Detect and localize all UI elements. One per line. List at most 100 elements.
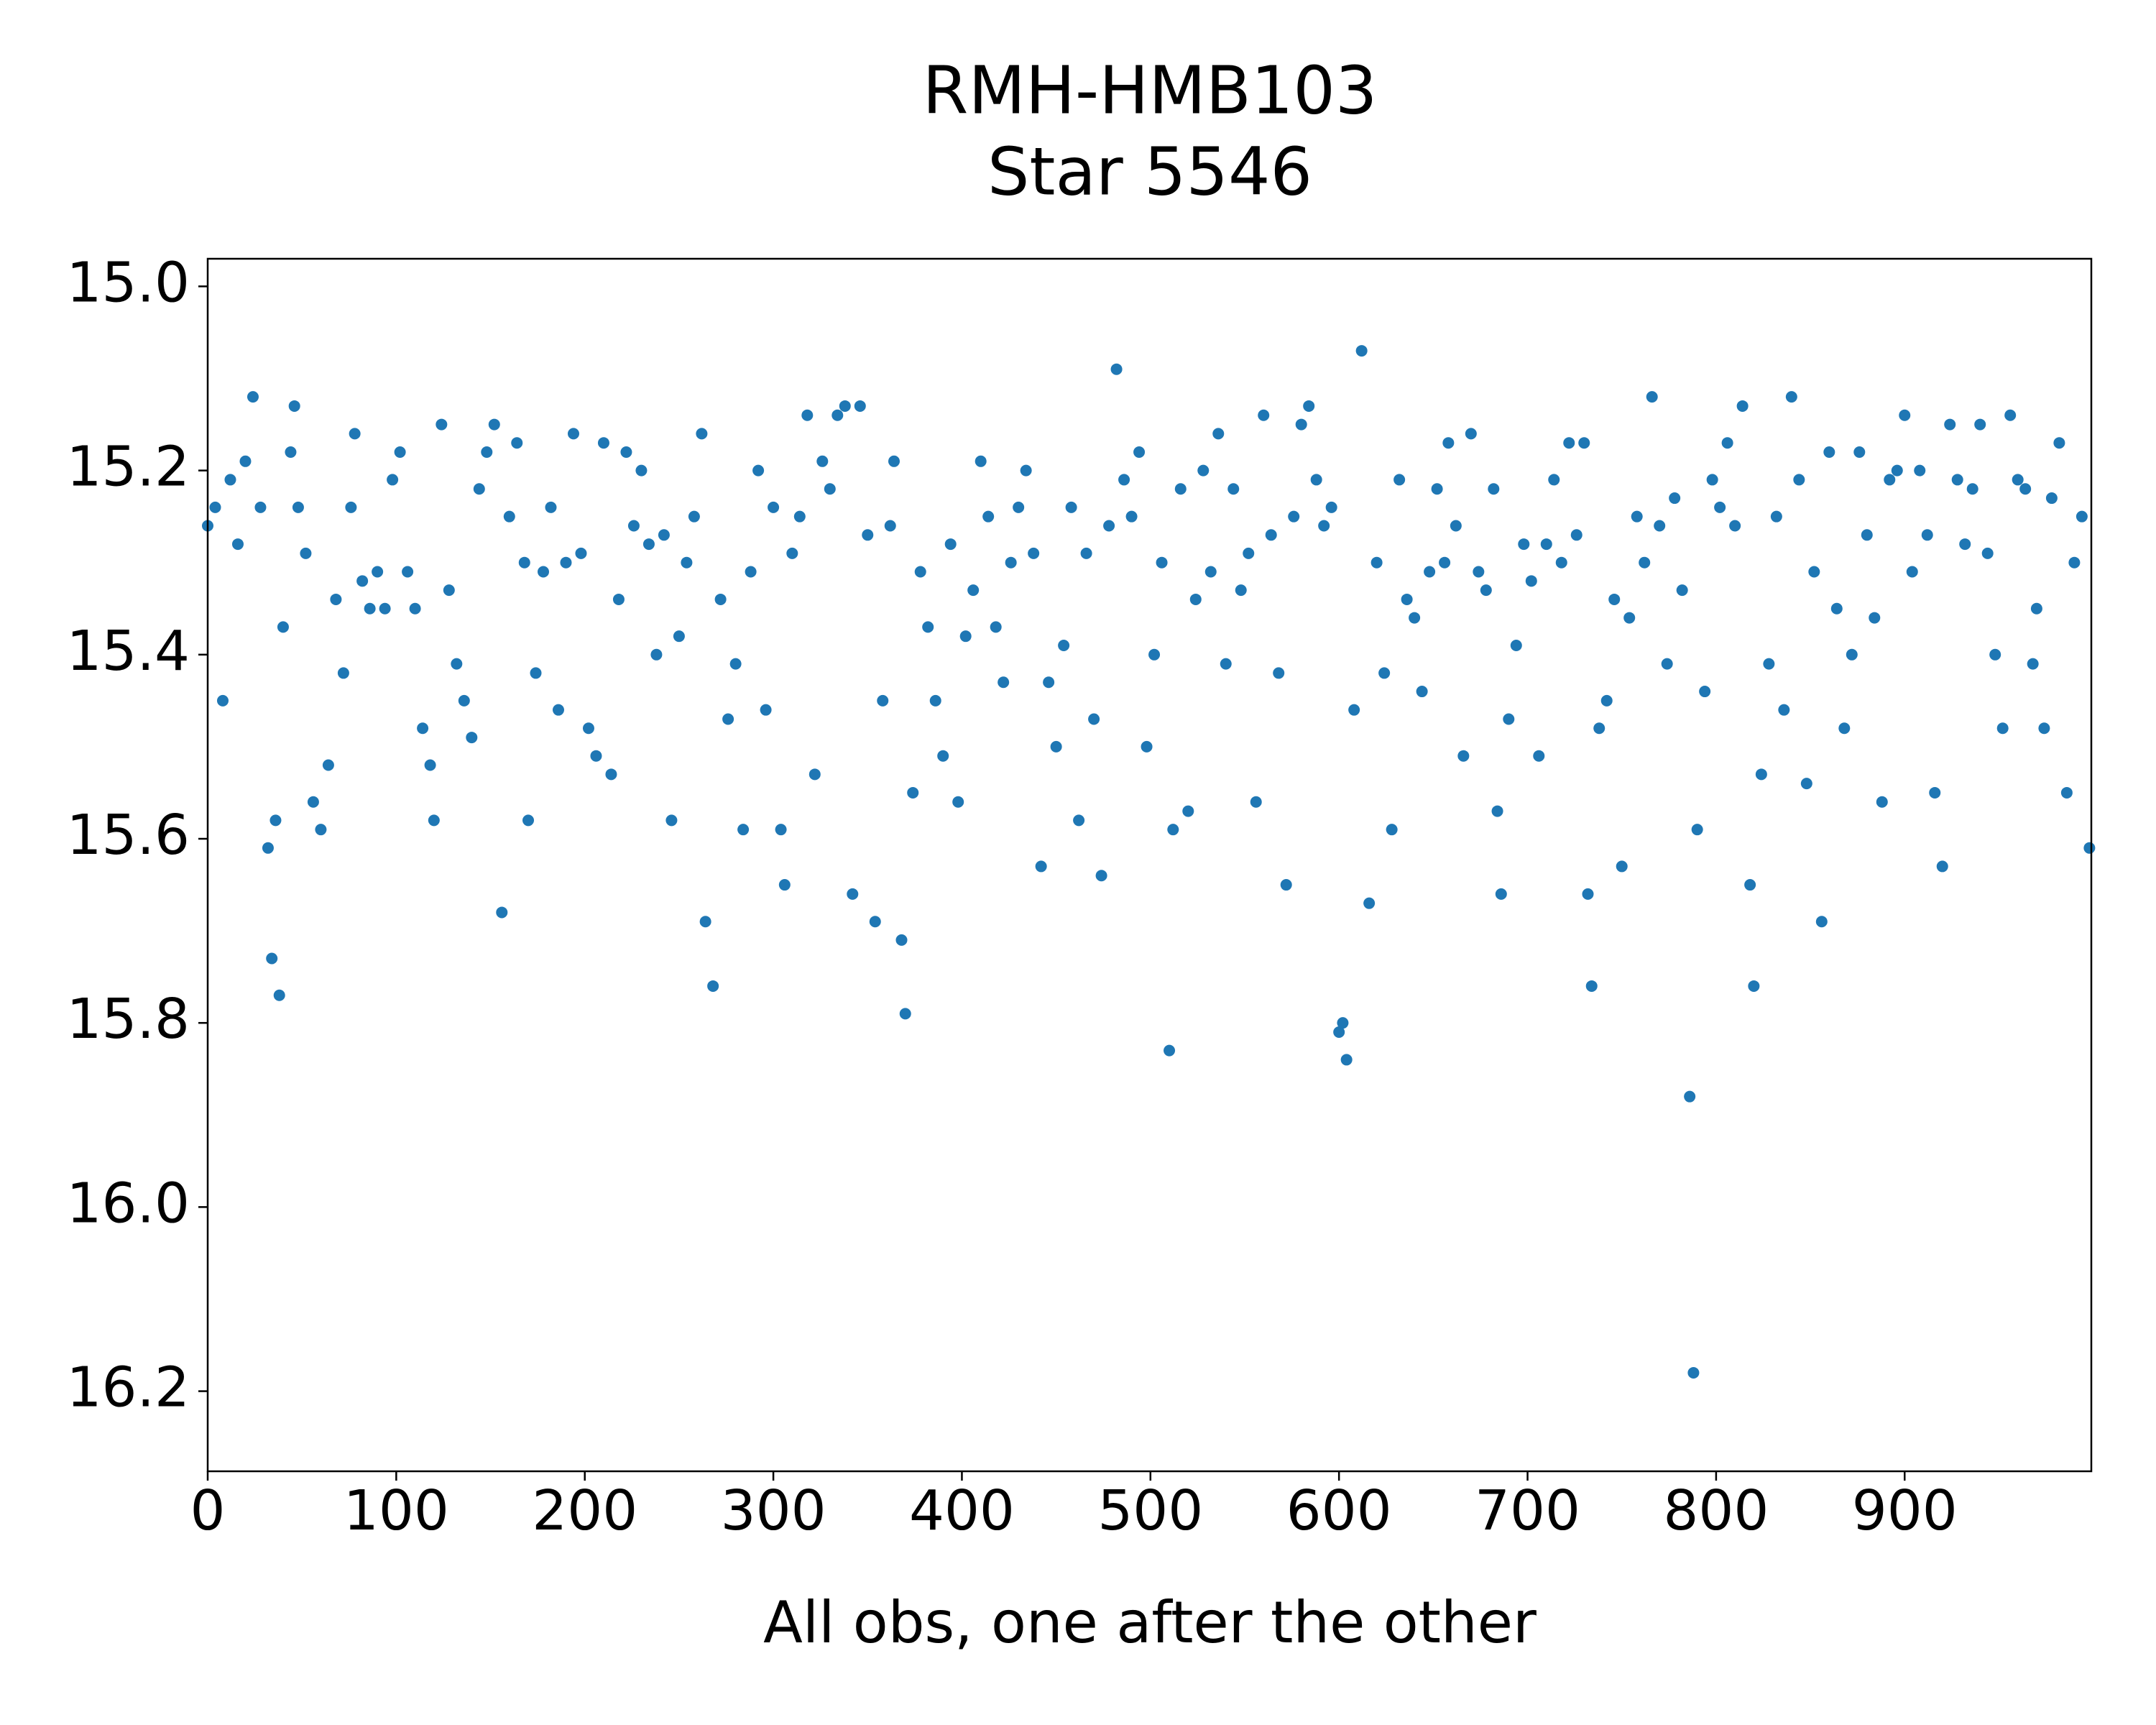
y-tick-label: 15.4 — [67, 620, 190, 684]
point — [209, 501, 221, 513]
point — [982, 510, 995, 523]
point — [1936, 860, 1948, 873]
point — [466, 732, 478, 744]
point — [854, 400, 866, 412]
x-tick-label: 800 — [1663, 1479, 1769, 1543]
point — [808, 768, 821, 781]
point — [1684, 1090, 1696, 1103]
point — [560, 556, 572, 569]
point — [1563, 437, 1575, 449]
point — [1050, 740, 1062, 753]
point — [356, 575, 369, 587]
point — [409, 602, 421, 615]
point — [816, 455, 829, 467]
point — [922, 621, 934, 633]
point — [2060, 786, 2073, 799]
point — [1593, 722, 1606, 735]
point — [1480, 584, 1492, 597]
point — [379, 602, 391, 615]
point — [1510, 639, 1522, 651]
x-tick-label: 500 — [1097, 1479, 1203, 1543]
point — [1555, 556, 1567, 569]
point — [1355, 345, 1368, 357]
point — [1243, 547, 1255, 559]
point — [1876, 796, 1888, 808]
point — [869, 916, 881, 928]
point — [1318, 520, 1330, 532]
point — [270, 814, 282, 827]
point — [436, 418, 448, 431]
point — [443, 584, 455, 597]
point — [1439, 556, 1451, 569]
point — [1778, 704, 1790, 716]
point — [1265, 529, 1277, 541]
point — [1250, 796, 1262, 808]
point — [1235, 584, 1247, 597]
point — [1488, 483, 1500, 495]
point — [1578, 437, 1590, 449]
point — [473, 483, 485, 495]
point — [1906, 566, 1918, 578]
point — [1654, 520, 1666, 532]
point — [315, 824, 327, 836]
point — [1706, 474, 1718, 486]
point — [1028, 547, 1040, 559]
point — [2019, 483, 2032, 495]
point — [1616, 860, 1628, 873]
point — [1884, 474, 1896, 486]
point — [1340, 1054, 1353, 1066]
point — [1465, 428, 1477, 440]
point — [998, 676, 1010, 689]
point — [1748, 980, 1760, 992]
y-tick-label: 16.0 — [67, 1172, 190, 1236]
point — [1065, 501, 1077, 513]
point — [2038, 722, 2050, 735]
point — [1793, 474, 1805, 486]
chart-title: RMH-HMB103 — [923, 52, 1378, 129]
y-tick-label: 16.2 — [67, 1356, 190, 1420]
point — [944, 538, 957, 551]
chart-subtitle: Star 5546 — [987, 133, 1312, 210]
point — [1585, 980, 1598, 992]
x-tick-label: 400 — [909, 1479, 1015, 1543]
point — [1080, 547, 1092, 559]
point — [884, 520, 896, 532]
point — [1363, 897, 1376, 909]
point — [895, 934, 908, 946]
point — [545, 501, 557, 513]
point — [760, 704, 772, 716]
point — [503, 510, 515, 523]
point — [254, 501, 267, 513]
point — [2045, 492, 2058, 505]
point — [1981, 547, 1994, 559]
point — [1830, 602, 1843, 615]
point — [307, 796, 319, 808]
point — [1118, 474, 1130, 486]
point — [451, 658, 463, 670]
x-axis-label: All obs, one after the other — [763, 1589, 1537, 1656]
point — [650, 648, 663, 661]
point — [1518, 538, 1530, 551]
point — [681, 556, 693, 569]
point — [1167, 824, 1179, 836]
point — [345, 501, 357, 513]
point — [394, 446, 406, 458]
point — [1770, 510, 1782, 523]
point — [1699, 686, 1711, 698]
point — [1450, 520, 1462, 532]
point — [1348, 704, 1360, 716]
point — [402, 566, 414, 578]
point — [1401, 593, 1413, 605]
point — [288, 400, 300, 412]
point — [1020, 464, 1032, 477]
point — [1273, 667, 1285, 679]
point — [1103, 520, 1115, 532]
point — [538, 566, 550, 578]
point — [1755, 768, 1767, 781]
point — [1227, 483, 1240, 495]
point — [1838, 722, 1851, 735]
point — [1608, 593, 1621, 605]
point — [1989, 648, 2001, 661]
